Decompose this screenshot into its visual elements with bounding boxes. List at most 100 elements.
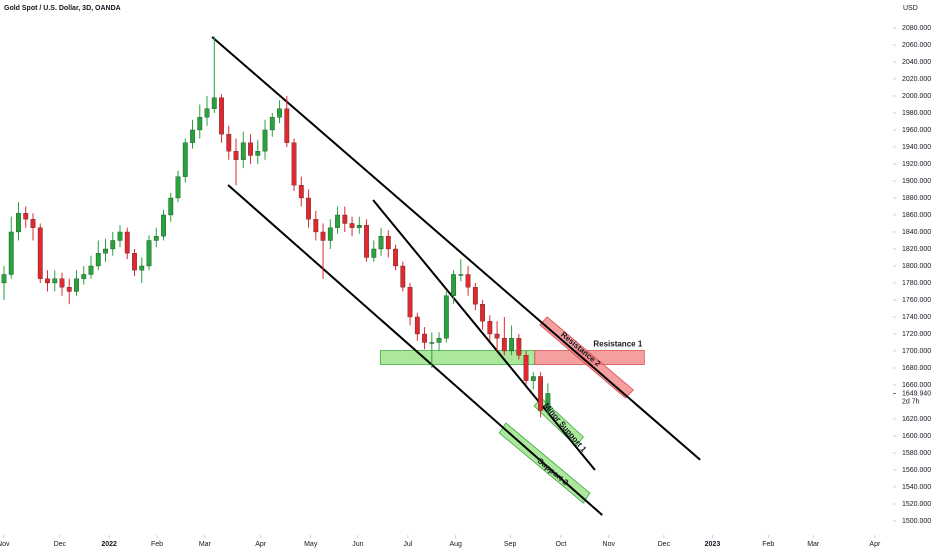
y-tick-label: 1860.000 (902, 212, 931, 219)
y-tick-label: 2000.000 (902, 93, 931, 100)
candle-body (95, 253, 101, 267)
x-tick-label: Apr (869, 541, 881, 548)
candle-body (226, 134, 232, 152)
x-tick-label: Jul (403, 541, 412, 548)
x-tick-label: Feb (762, 541, 774, 548)
y-tick-label: 1760.000 (902, 297, 931, 304)
x-tick-label: 2022 (101, 541, 117, 548)
candle-body (168, 197, 174, 216)
y-tick-label: 1680.000 (902, 365, 931, 372)
candle-body (378, 236, 384, 250)
y-tick-label: 1600.000 (902, 433, 931, 440)
y-tick-label: 1900.000 (902, 178, 931, 185)
candle-body (487, 321, 493, 335)
x-tick-label: Jun (352, 541, 363, 548)
candle-body (436, 338, 442, 343)
candle-body (161, 214, 166, 237)
candle-body (81, 274, 87, 279)
candle-body (313, 219, 319, 233)
candle-body (306, 197, 311, 220)
candle-body (480, 304, 485, 322)
candle-body (364, 225, 369, 258)
candle-body (465, 274, 471, 288)
candle-body (30, 219, 36, 228)
y-tick-label: 1840.000 (902, 229, 931, 236)
candle-body (117, 231, 123, 241)
candle-body (66, 287, 72, 292)
last-price-label: 1649.940 (902, 390, 931, 397)
candle-body (262, 129, 268, 152)
y-tick-label: 1780.000 (902, 280, 931, 287)
trend-line (227, 184, 603, 516)
y-tick-label: 1540.000 (902, 484, 931, 491)
candle-body (204, 108, 210, 118)
x-tick-label: Mar (199, 541, 212, 548)
y-tick-label: 2060.000 (902, 42, 931, 49)
x-tick-label: Sep (504, 541, 517, 548)
candle-body (277, 108, 282, 118)
candle-body (52, 278, 58, 284)
candle-body (545, 393, 551, 411)
candle-body (190, 129, 195, 143)
candle-body (538, 376, 543, 411)
candle-body (298, 185, 304, 199)
trend-line (211, 36, 701, 461)
candle-body (371, 248, 377, 258)
x-tick-label: Mar (807, 541, 820, 548)
candle-body (284, 108, 290, 143)
candle-body (291, 142, 297, 186)
y-tick-label: 1520.000 (902, 501, 931, 508)
candle-body (37, 227, 43, 279)
candle-body (255, 151, 261, 156)
candle-body (124, 231, 130, 254)
candle-body (59, 278, 65, 288)
candle-body (327, 227, 333, 241)
y-tick-label: 1960.000 (902, 127, 931, 134)
candle-body (110, 240, 116, 250)
candle-body (393, 248, 398, 267)
y-tick-label: 1660.000 (902, 382, 931, 389)
candle-body (139, 265, 145, 271)
candle-body (1, 274, 7, 284)
y-tick-label: 1720.000 (902, 331, 931, 338)
y-tick-label: 1620.000 (902, 416, 931, 423)
x-tick-label: Feb (151, 541, 163, 548)
x-tick-label: Nov (603, 541, 616, 548)
candle-body (407, 287, 413, 318)
y-tick-label: 2020.000 (902, 76, 931, 83)
candle-body (422, 333, 427, 343)
candle-body (182, 142, 188, 177)
candle-body (429, 342, 435, 344)
candle-body (349, 223, 355, 228)
candle-body (516, 338, 522, 356)
candle-body (472, 287, 478, 305)
candle-body (74, 278, 79, 292)
y-tick-label: 1700.000 (902, 348, 931, 355)
x-tick-label: Apr (255, 541, 267, 548)
y-tick-label: 1920.000 (902, 161, 931, 168)
candle-body (211, 97, 217, 109)
candle-body (443, 295, 449, 339)
candle-body (88, 265, 94, 275)
y-tick-label: 1880.000 (902, 195, 931, 202)
x-tick-label: Dec (658, 541, 671, 548)
candle-body (16, 213, 21, 233)
candle-body (451, 274, 456, 296)
candle-body (240, 142, 246, 160)
x-tick-label: Nov (0, 541, 10, 548)
candle-body (233, 151, 239, 160)
candle-body (342, 214, 348, 224)
zone-label: Resistance 1 (593, 340, 642, 349)
candle-body (269, 117, 275, 131)
candle-body (45, 278, 50, 284)
candle-body (494, 333, 500, 339)
candle-body (414, 316, 420, 335)
candle-body (400, 265, 406, 288)
y-tick-label: 1820.000 (902, 246, 931, 253)
chart-title: Gold Spot / U.S. Dollar, 3D, OANDA (4, 5, 121, 12)
y-tick-label: 1740.000 (902, 314, 931, 321)
candle-body (153, 236, 159, 241)
candle-body (103, 248, 108, 254)
candle-body (458, 274, 464, 276)
